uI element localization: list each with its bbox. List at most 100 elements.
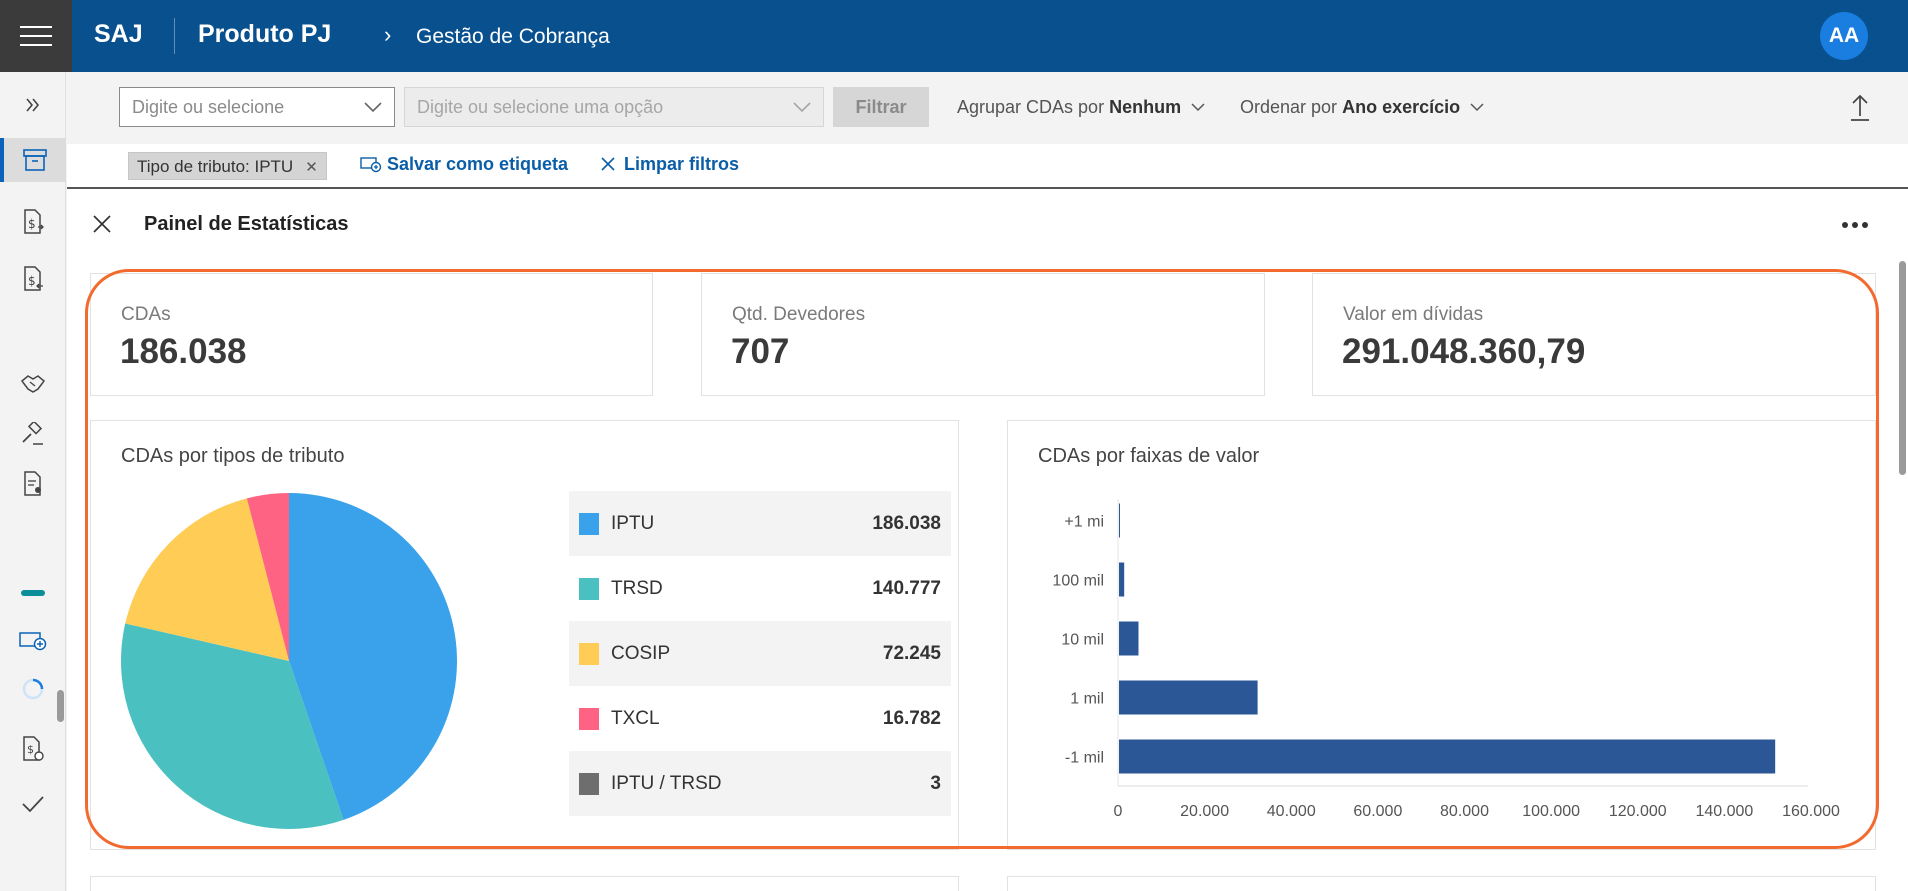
legend-row[interactable]: TRSD 140.777 <box>569 556 951 621</box>
breadcrumb[interactable]: Gestão de Cobrança <box>416 25 610 48</box>
kpi-value: 707 <box>731 332 790 371</box>
save-as-tag-link[interactable]: Salvar como etiqueta <box>360 154 568 175</box>
group-by-value: Nenhum <box>1109 97 1182 117</box>
legend-label: IPTU / TRSD <box>611 772 722 794</box>
group-by-label: Agrupar CDAs por <box>957 97 1105 117</box>
product-name[interactable]: Produto PJ <box>198 20 332 48</box>
svg-text:$: $ <box>28 274 36 288</box>
document-money-export-icon[interactable]: $ <box>0 200 66 244</box>
progress-bar-icon[interactable] <box>0 571 66 615</box>
order-by-dropdown[interactable]: Ordenar por Ano exercício <box>1240 97 1485 118</box>
brand-logo[interactable]: SAJ <box>94 20 143 48</box>
kpi-value: 186.038 <box>120 332 247 371</box>
chevron-down-icon <box>1191 103 1205 112</box>
x-tick-label: 40.000 <box>1267 803 1316 820</box>
legend-row[interactable]: TXCL 16.782 <box>569 686 951 751</box>
order-by-label: Ordenar por <box>1240 97 1338 117</box>
legend-label: IPTU <box>611 512 655 534</box>
card-below-left <box>90 876 959 891</box>
filter-toolbar: Digite ou selecione Digite ou selecione … <box>67 72 1908 144</box>
svg-text:$: $ <box>28 217 36 231</box>
x-tick-label: 120.000 <box>1609 803 1667 820</box>
pie-chart <box>120 493 458 829</box>
group-by-dropdown[interactable]: Agrupar CDAs por Nenhum <box>957 97 1206 118</box>
loading-icon <box>0 667 66 711</box>
x-tick-label: 160.000 <box>1782 803 1840 820</box>
document-settings-icon[interactable]: $ <box>0 727 66 771</box>
kpi-value: 291.048.360,79 <box>1342 332 1586 371</box>
panel-title: Painel de Estatísticas <box>144 213 349 235</box>
legend-row[interactable]: IPTU 186.038 <box>569 491 951 556</box>
hamburger-menu-icon[interactable] <box>0 0 72 72</box>
save-as-tag-label: Salvar como etiqueta <box>387 154 569 174</box>
avatar[interactable]: AA <box>1820 12 1868 60</box>
clear-filters-label: Limpar filtros <box>624 154 740 174</box>
kpi-label: Valor em dívidas <box>1343 304 1484 325</box>
expand-icon[interactable] <box>0 83 66 127</box>
legend-swatch <box>579 512 599 535</box>
filter-button[interactable]: Filtrar <box>833 87 929 127</box>
statistics-panel: Painel de Estatísticas CDAs 186.038 Qtd.… <box>67 187 1908 891</box>
pie-slice-trsd[interactable] <box>120 623 344 829</box>
pie-slice-cosip[interactable] <box>125 498 289 661</box>
y-tick-label: 10 mil <box>1061 632 1104 649</box>
document-money-import-icon[interactable]: $ <box>0 257 66 301</box>
x-tick-label: 80.000 <box>1440 803 1489 820</box>
rail-scrollbar[interactable] <box>57 690 64 722</box>
handshake-icon[interactable] <box>0 362 66 406</box>
pie-slice-iptu[interactable] <box>289 493 458 820</box>
close-icon <box>601 157 615 171</box>
close-icon[interactable]: ✕ <box>305 159 318 176</box>
kpi-card-cdas: CDAs 186.038 <box>90 273 653 396</box>
card-below-right <box>1007 876 1876 891</box>
bar--1-mi[interactable] <box>1119 503 1120 538</box>
legend-row[interactable]: IPTU / TRSD 3 <box>569 751 951 816</box>
pie-chart-title: CDAs por tipos de tributo <box>121 445 345 467</box>
option-select[interactable]: Digite ou selecione uma opção <box>404 87 824 127</box>
kpi-label: CDAs <box>121 304 171 325</box>
bar-chart: +1 mi 100 mil 10 mil 1 mil -1 mil 0 20.000 40.0… <box>1052 499 1840 820</box>
brand-divider <box>174 18 175 54</box>
legend-label: TXCL <box>611 707 660 729</box>
clear-filters-link[interactable]: Limpar filtros <box>600 154 739 175</box>
bar-chart-title: CDAs por faixas de valor <box>1038 445 1260 467</box>
archive-icon[interactable] <box>0 138 66 182</box>
bar-10-mil[interactable] <box>1119 621 1139 656</box>
option-select-placeholder: Digite ou selecione uma opção <box>417 97 664 117</box>
bar-1-mil[interactable] <box>1119 680 1258 715</box>
x-tick-label: 140.000 <box>1695 803 1753 820</box>
filter-chip[interactable]: Tipo de tributo: IPTU ✕ <box>128 152 327 180</box>
document-user-icon[interactable] <box>0 462 66 506</box>
chevron-right-icon: › <box>384 22 392 47</box>
legend-value: 72.245 <box>882 642 941 664</box>
legend-swatch <box>579 772 599 795</box>
legend-swatch <box>579 577 599 600</box>
gavel-icon[interactable] <box>0 412 66 456</box>
bar--1-mil[interactable] <box>1119 739 1776 774</box>
bar-100-mil[interactable] <box>1119 562 1125 597</box>
legend-row[interactable]: COSIP 72.245 <box>569 621 951 686</box>
bar-chart-card: CDAs por faixas de valor +1 mi 100 mil 10 … <box>1007 420 1876 850</box>
add-tag-icon <box>360 157 382 173</box>
y-tick-label: +1 mi <box>1064 514 1104 531</box>
tribute-type-placeholder: Digite ou selecione <box>132 97 285 117</box>
panel-scrollbar[interactable] <box>1899 261 1906 475</box>
add-card-icon[interactable] <box>0 618 66 662</box>
y-tick-label: 1 mil <box>1070 691 1104 708</box>
tribute-type-select[interactable]: Digite ou selecione <box>119 87 395 127</box>
legend-value: 3 <box>930 772 941 794</box>
legend-value: 140.777 <box>872 577 941 599</box>
more-options-icon[interactable] <box>1842 222 1868 228</box>
pie-slice-txcl[interactable] <box>246 493 289 661</box>
active-filters-bar: Tipo de tributo: IPTU ✕ Salvar como etiqu… <box>67 144 1908 188</box>
filter-chip-label: Tipo de tributo: IPTU <box>137 157 294 176</box>
x-tick-label: 0 <box>1114 803 1123 820</box>
y-tick-label: -1 mil <box>1065 750 1104 767</box>
chevron-down-icon <box>362 96 384 123</box>
legend-label: COSIP <box>611 642 671 664</box>
close-icon[interactable] <box>91 213 113 240</box>
x-tick-label: 60.000 <box>1353 803 1402 820</box>
check-icon[interactable] <box>0 782 66 826</box>
x-tick-label: 100.000 <box>1522 803 1580 820</box>
export-icon[interactable] <box>1850 92 1870 127</box>
